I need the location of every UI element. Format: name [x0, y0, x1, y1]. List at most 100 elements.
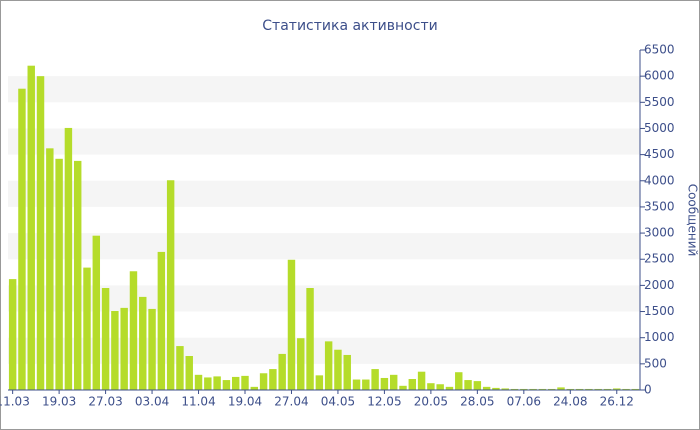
- bar: [55, 158, 63, 390]
- grid-band: [8, 285, 640, 312]
- bar: [520, 388, 528, 390]
- bar: [352, 379, 361, 390]
- x-tick-label: 27.03: [88, 395, 122, 409]
- bar: [482, 386, 491, 390]
- x-tick-label: 11.03: [0, 395, 30, 409]
- bar: [250, 386, 259, 390]
- bar: [297, 338, 305, 390]
- grid-band: [8, 76, 640, 103]
- chart-title: Статистика активности: [262, 18, 437, 34]
- bar: [73, 160, 82, 390]
- x-tick-label: 26.12: [600, 395, 634, 409]
- bar: [36, 76, 45, 391]
- bar: [436, 384, 444, 390]
- y-tick-label: 4500: [644, 147, 675, 161]
- bar: [176, 346, 184, 390]
- x-tick-label: 20.05: [414, 395, 448, 409]
- bar: [501, 388, 509, 390]
- x-tick-label: 07.06: [507, 395, 541, 409]
- bar: [18, 88, 26, 390]
- grid-band: [8, 180, 640, 207]
- bar: [371, 369, 379, 390]
- x-tick-label: 27.04: [274, 395, 308, 409]
- bar: [120, 307, 128, 390]
- grid-band: [8, 233, 640, 260]
- bar: [585, 388, 593, 390]
- y-axis-label: Сообщений: [686, 184, 700, 257]
- bar: [408, 379, 417, 390]
- bar: [547, 388, 556, 390]
- bar: [111, 311, 119, 390]
- bar: [399, 385, 407, 390]
- y-tick-label: 3000: [644, 226, 675, 240]
- bar: [83, 267, 91, 390]
- x-tick-label: 19.04: [228, 395, 262, 409]
- bar: [622, 388, 630, 390]
- bar: [631, 388, 640, 390]
- bar: [324, 341, 333, 390]
- bar: [492, 387, 500, 390]
- bar: [231, 376, 240, 390]
- bar: [427, 383, 435, 390]
- y-tick-label: 1500: [644, 304, 675, 318]
- x-tick-label: 28.05: [460, 395, 494, 409]
- y-tick-label: 1000: [644, 330, 675, 344]
- bar: [278, 353, 286, 390]
- bar: [204, 377, 212, 390]
- y-tick-label: 500: [644, 356, 667, 370]
- y-tick-label: 2000: [644, 278, 675, 292]
- x-tick-label: 24.08: [553, 395, 587, 409]
- x-tick-label: 03.04: [135, 395, 169, 409]
- bar: [64, 127, 73, 390]
- x-tick-label: 11.04: [181, 395, 215, 409]
- bar: [557, 387, 565, 390]
- bar: [269, 369, 277, 390]
- bar: [27, 65, 35, 390]
- bar: [445, 386, 454, 390]
- bar: [287, 259, 296, 390]
- bar: [8, 279, 17, 390]
- y-tick-label: 5500: [644, 95, 675, 109]
- bar: [194, 374, 203, 390]
- bar: [129, 271, 138, 390]
- bar: [148, 308, 156, 390]
- bar: [213, 376, 221, 390]
- bar: [529, 388, 537, 390]
- bar: [389, 374, 398, 390]
- x-tick-label: 04.05: [321, 395, 355, 409]
- bar: [538, 388, 547, 390]
- bar: [594, 388, 602, 390]
- bar: [306, 288, 314, 390]
- bar: [455, 372, 463, 390]
- bar: [166, 180, 175, 390]
- bar: [101, 288, 110, 390]
- y-tick-label: 4000: [644, 173, 675, 187]
- y-tick-label: 5000: [644, 121, 675, 135]
- bar: [362, 379, 370, 390]
- bar: [510, 388, 519, 390]
- bar: [222, 380, 231, 390]
- bar: [139, 296, 147, 390]
- bar: [334, 349, 342, 390]
- bar: [315, 375, 324, 390]
- y-tick-label: 6500: [644, 43, 675, 57]
- bar: [473, 381, 482, 390]
- bar: [603, 388, 612, 390]
- bar: [417, 371, 426, 390]
- bar: [464, 380, 472, 390]
- y-tick-label: 0: [644, 383, 652, 397]
- bar: [566, 388, 575, 390]
- bar: [185, 356, 193, 390]
- grid-band: [8, 128, 640, 155]
- x-tick-label: 12.05: [367, 395, 401, 409]
- y-tick-label: 6000: [644, 69, 675, 83]
- bar: [343, 354, 351, 390]
- bar: [157, 251, 166, 390]
- x-tick-label: 19.03: [42, 395, 76, 409]
- y-tick-label: 2500: [644, 252, 675, 266]
- bar: [380, 377, 389, 390]
- bar: [241, 375, 249, 390]
- bar: [575, 388, 584, 390]
- bar: [92, 235, 101, 390]
